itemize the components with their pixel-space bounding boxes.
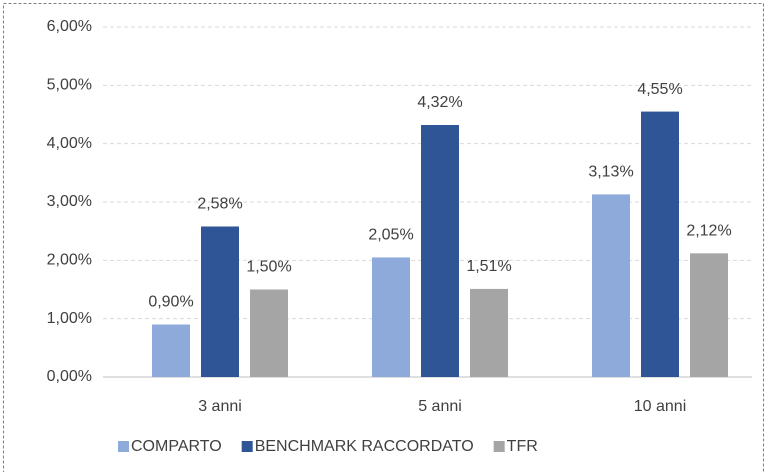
bar <box>641 111 679 377</box>
y-tick-label: 5,00% <box>47 77 92 94</box>
legend-label: BENCHMARK RACCORDATO <box>255 438 474 455</box>
legend-label: TFR <box>507 438 538 455</box>
value-label: 2,12% <box>686 223 731 240</box>
y-tick-label: 6,00% <box>47 18 92 35</box>
value-label: 1,50% <box>246 259 291 276</box>
value-label: 3,13% <box>588 164 633 181</box>
bar <box>421 125 459 377</box>
y-tick-label: 3,00% <box>47 193 92 210</box>
bar <box>152 324 190 377</box>
value-label: 2,05% <box>368 227 413 244</box>
chart-border <box>3 3 764 472</box>
x-tick-label: 5 anni <box>418 398 462 415</box>
value-label: 0,90% <box>148 294 193 311</box>
y-tick-label: 1,00% <box>47 310 92 327</box>
value-label: 4,32% <box>417 94 462 111</box>
value-label: 1,51% <box>466 258 511 275</box>
value-label: 4,55% <box>637 81 682 98</box>
y-tick-label: 4,00% <box>47 135 92 152</box>
bar <box>690 253 728 377</box>
bar <box>470 288 508 377</box>
bar <box>372 257 410 377</box>
value-label: 2,58% <box>197 196 242 213</box>
y-tick-label: 2,00% <box>47 252 92 269</box>
legend-swatch <box>493 441 505 452</box>
bar <box>592 194 630 377</box>
x-tick-label: 10 anni <box>634 398 687 415</box>
bar <box>201 226 239 377</box>
bar <box>250 289 288 377</box>
legend-swatch <box>118 441 129 452</box>
x-tick-label: 3 anni <box>198 398 242 415</box>
legend-swatch <box>241 441 253 452</box>
legend-label: COMPARTO <box>131 438 222 455</box>
y-tick-label: 0,00% <box>47 368 92 385</box>
